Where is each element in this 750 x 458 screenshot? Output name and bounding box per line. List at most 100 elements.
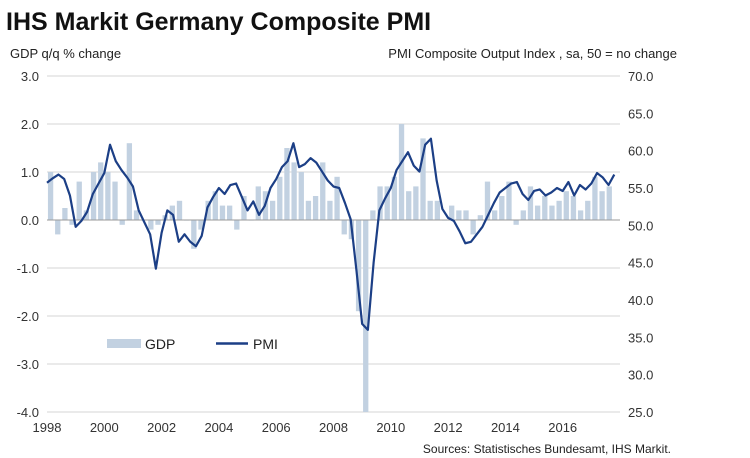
right-axis-title: PMI Composite Output Index , sa, 50 = no… bbox=[388, 46, 677, 61]
right-tick-label: 25.0 bbox=[628, 405, 653, 420]
gdp-bar bbox=[499, 196, 505, 220]
x-tick-label: 2008 bbox=[319, 420, 348, 435]
left-tick-label: -3.0 bbox=[17, 357, 39, 372]
gdp-bar bbox=[527, 186, 534, 220]
gdp-bar bbox=[284, 148, 290, 220]
x-tick-label: 2004 bbox=[204, 420, 233, 435]
right-tick-label: 45.0 bbox=[628, 256, 653, 271]
gdp-bar bbox=[155, 220, 161, 225]
right-tick-label: 60.0 bbox=[628, 144, 653, 159]
gdp-bar bbox=[320, 162, 326, 220]
gdp-bar bbox=[62, 208, 68, 220]
gdp-bar bbox=[234, 220, 240, 230]
x-tick-label: 2014 bbox=[491, 420, 520, 435]
gdp-bar bbox=[90, 172, 97, 220]
gdp-bar bbox=[255, 186, 261, 220]
gdp-bar bbox=[98, 162, 104, 220]
gdp-bar bbox=[363, 220, 369, 412]
gdp-bar bbox=[570, 196, 577, 220]
gdp-bar bbox=[119, 220, 125, 225]
x-axis-ticks: 1998 2000 2002 2004 2006 2008 2010 2012 2014 2016 bbox=[33, 420, 578, 435]
left-tick-label: 2.0 bbox=[21, 117, 39, 132]
gdp-bar bbox=[599, 191, 605, 220]
chart-title: IHS Markit Germany Composite PMI bbox=[6, 8, 431, 36]
left-tick-label: -1.0 bbox=[17, 261, 39, 276]
gdp-bars bbox=[47, 124, 612, 412]
gdp-bar bbox=[219, 205, 226, 220]
gdp-bar bbox=[76, 181, 82, 220]
left-axis-title: GDP q/q % change bbox=[10, 46, 121, 61]
gdp-bar bbox=[406, 191, 412, 220]
gdp-bar bbox=[556, 200, 562, 220]
gdp-bar bbox=[370, 210, 376, 220]
gdp-bar bbox=[169, 205, 175, 220]
gdp-bar bbox=[463, 210, 469, 220]
gdp-bar bbox=[191, 220, 197, 249]
gdp-bar bbox=[520, 210, 526, 220]
gdp-bar bbox=[420, 138, 426, 220]
gdp-bar bbox=[198, 220, 204, 230]
gdp-bar bbox=[148, 220, 154, 230]
gdp-bar bbox=[291, 162, 297, 220]
gdp-bar bbox=[492, 210, 498, 220]
gdp-bar bbox=[277, 176, 283, 220]
gdp-bar bbox=[55, 220, 61, 235]
gdp-bar bbox=[212, 191, 218, 220]
gdp-bar bbox=[470, 220, 476, 235]
gdp-bar bbox=[327, 200, 333, 220]
right-tick-label: 55.0 bbox=[628, 181, 653, 196]
gdp-bar bbox=[413, 186, 419, 220]
right-tick-label: 40.0 bbox=[628, 293, 653, 308]
x-tick-label: 2010 bbox=[376, 420, 405, 435]
right-tick-label: 65.0 bbox=[628, 106, 653, 121]
gdp-bar bbox=[427, 200, 433, 220]
x-tick-label: 2012 bbox=[434, 420, 463, 435]
left-tick-label: -2.0 bbox=[17, 309, 39, 324]
gdp-bar bbox=[434, 200, 441, 220]
legend-pmi-label: PMI bbox=[253, 336, 278, 352]
gdp-bar bbox=[398, 124, 405, 220]
gdp-bar bbox=[577, 210, 584, 220]
gdp-bar bbox=[241, 196, 247, 220]
pmi-series-line bbox=[46, 137, 616, 331]
x-tick-label: 1998 bbox=[33, 420, 62, 435]
left-tick-label: 1.0 bbox=[21, 165, 39, 180]
gdp-bar bbox=[112, 181, 118, 220]
source-note: Sources: Statistisches Bundesamt, IHS Ma… bbox=[423, 442, 671, 456]
right-tick-label: 30.0 bbox=[628, 368, 653, 383]
x-tick-label: 2006 bbox=[262, 420, 291, 435]
right-axis-ticks: 70.0 65.0 60.0 55.0 50.0 45.0 40.0 35.0 30.0 25.0 bbox=[628, 69, 653, 420]
gdp-bar bbox=[355, 220, 362, 312]
x-tick-label: 2000 bbox=[90, 420, 119, 435]
left-axis-ticks: 3.0 2.0 1.0 0.0 -1.0 -2.0 -3.0 -4.0 bbox=[17, 69, 39, 420]
gdp-bar bbox=[606, 186, 612, 220]
gdp-bar bbox=[305, 200, 312, 220]
pmi-line-group bbox=[46, 137, 616, 331]
right-tick-label: 50.0 bbox=[628, 218, 653, 233]
gdp-bar bbox=[384, 186, 390, 220]
gdp-bar bbox=[377, 186, 383, 220]
left-tick-label: 3.0 bbox=[21, 69, 39, 84]
gdp-bar bbox=[542, 196, 548, 220]
gdp-bar bbox=[226, 205, 233, 220]
left-tick-label: 0.0 bbox=[21, 213, 39, 228]
gdp-bar bbox=[69, 220, 75, 225]
x-tick-label: 2002 bbox=[147, 420, 176, 435]
gdp-bar bbox=[592, 176, 598, 220]
gdp-bar bbox=[83, 210, 90, 220]
gdp-bar bbox=[456, 210, 462, 220]
legend-gdp-swatch bbox=[107, 339, 141, 348]
gdp-bar bbox=[563, 191, 569, 220]
gdp-bar bbox=[341, 220, 347, 235]
right-tick-label: 35.0 bbox=[628, 330, 653, 345]
gdp-bar bbox=[269, 200, 276, 220]
legend-gdp-label: GDP bbox=[145, 336, 175, 352]
gdp-bar bbox=[484, 181, 491, 220]
gdp-bar bbox=[133, 210, 140, 220]
gdp-bar bbox=[477, 215, 483, 220]
gdp-bar bbox=[585, 200, 591, 220]
gdp-bar bbox=[205, 200, 211, 220]
gdp-bar bbox=[176, 200, 183, 220]
gdp-bar bbox=[534, 205, 541, 220]
